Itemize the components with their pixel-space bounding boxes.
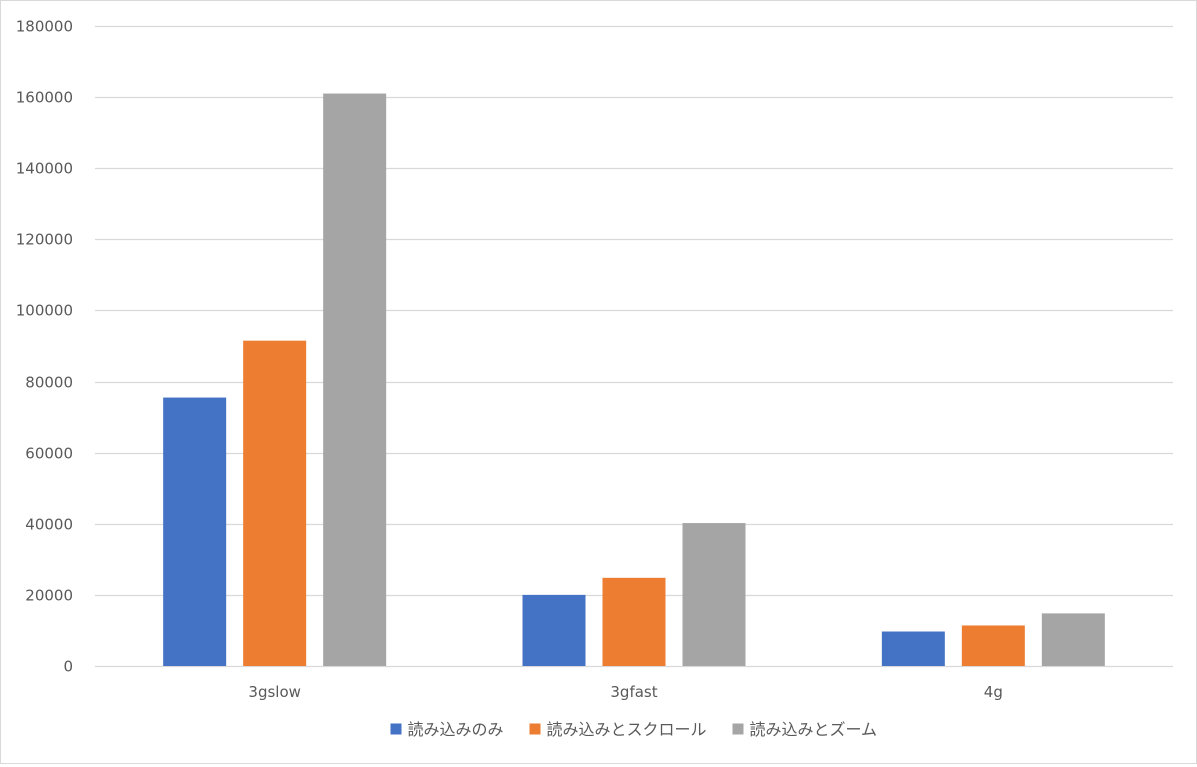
bar-4g-series-2 — [961, 625, 1025, 666]
y-tick-label: 0 — [63, 658, 73, 676]
x-category-label: 3gfast — [610, 683, 657, 701]
legend-swatch — [732, 723, 744, 735]
legend-swatch — [390, 723, 402, 735]
bar-3gslow-series-2 — [243, 340, 307, 666]
x-category-label: 4g — [984, 683, 1003, 701]
legend-label: 読み込みとスクロール — [547, 720, 707, 739]
bar-3gslow-series-3 — [323, 93, 387, 667]
y-tick-label: 40000 — [25, 516, 73, 534]
bar-3gfast-series-2 — [602, 577, 666, 666]
y-tick-label: 180000 — [16, 18, 73, 36]
y-tick-label: 100000 — [16, 302, 73, 320]
y-tick-label: 140000 — [16, 160, 73, 178]
y-axis-tick-labels: 0 20000 40000 60000 80000 100000 120000 140000 1… — [16, 18, 73, 676]
y-tick-label: 120000 — [16, 231, 73, 249]
bars — [163, 93, 1105, 667]
y-tick-label: 20000 — [25, 587, 73, 605]
y-tick-label: 60000 — [25, 445, 73, 463]
legend: 読み込みのみ 読み込みとスクロール 読み込みとズーム — [390, 720, 878, 739]
y-tick-label: 80000 — [25, 374, 73, 392]
bar-4g-series-3 — [1041, 613, 1105, 666]
legend-label: 読み込みのみ — [408, 720, 504, 739]
bar-4g-series-1 — [881, 631, 945, 666]
x-axis-category-labels: 3gslow 3gfast 4g — [248, 683, 1002, 701]
legend-label: 読み込みとズーム — [750, 720, 878, 739]
bar-3gfast-series-1 — [522, 594, 586, 666]
bar-3gfast-series-3 — [682, 523, 746, 666]
y-tick-label: 160000 — [16, 89, 73, 107]
legend-swatch — [529, 723, 541, 735]
x-category-label: 3gslow — [248, 683, 301, 701]
bar-3gslow-series-1 — [163, 397, 227, 666]
